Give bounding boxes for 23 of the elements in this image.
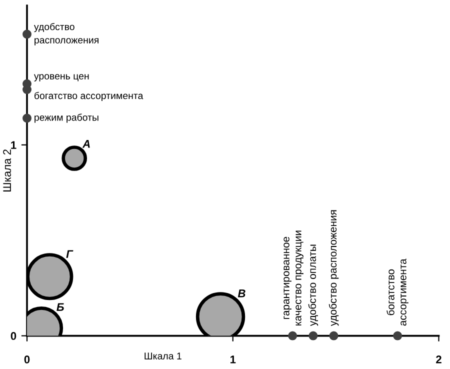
data-label: богатство ассортимента — [34, 92, 144, 102]
point — [308, 331, 318, 340]
data-label: Б — [56, 303, 64, 311]
data-label: гарантированное качество продукции — [284, 230, 304, 326]
data-label: удобство расположения — [328, 210, 339, 326]
data-label: режим работы — [34, 114, 98, 123]
point — [22, 30, 32, 39]
data-label: уровень цен — [34, 74, 89, 82]
data-label: Г — [66, 250, 74, 258]
data-label: богатство ассортимента — [386, 258, 408, 326]
point — [288, 331, 298, 340]
x-tick-label: 2 — [436, 356, 442, 364]
data-label: В — [238, 290, 246, 298]
data-label: А — [82, 140, 90, 148]
data-label: удобство расположения — [34, 22, 98, 46]
point — [393, 331, 402, 340]
x-axis-title: Шкала 1 — [144, 352, 182, 360]
data-label: удобство оплаты — [308, 244, 318, 326]
point — [22, 114, 32, 123]
x-tick-label: 1 — [230, 356, 236, 364]
x-tick-label: 0 — [24, 356, 30, 364]
y-axis-title: Шкала 2 — [3, 150, 11, 192]
point — [329, 331, 338, 340]
